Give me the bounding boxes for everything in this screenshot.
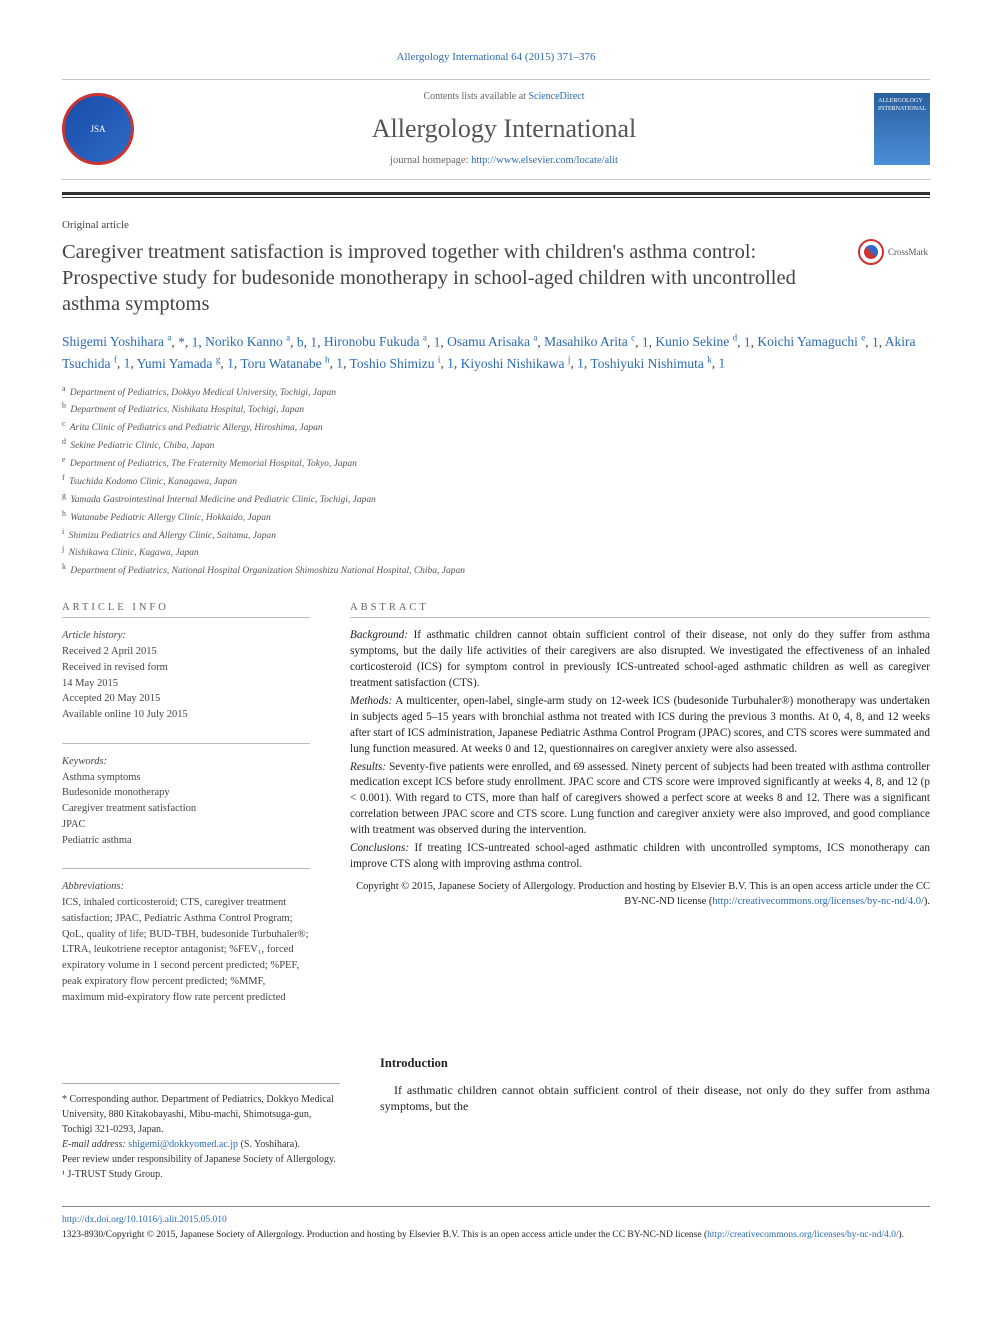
- author-link[interactable]: Koichi Yamaguchi e: [757, 334, 865, 349]
- contents-available: Contents lists available at ScienceDirec…: [152, 90, 856, 104]
- crossmark-icon: [858, 239, 884, 265]
- author-link[interactable]: Hironobu Fukuda a: [324, 334, 427, 349]
- article-info-column: ARTICLE INFO Article history: Received 2…: [62, 601, 310, 1025]
- abstract-results: Results: Seventy-five patients were enro…: [350, 760, 930, 840]
- license-link[interactable]: http://creativecommons.org/licenses/by-n…: [712, 896, 924, 907]
- footer-license-link[interactable]: http://creativecommons.org/licenses/by-n…: [707, 1230, 898, 1240]
- footnotes: * Corresponding author. Department of Pe…: [62, 1083, 340, 1182]
- peer-review-note: Peer review under responsibility of Japa…: [62, 1152, 340, 1167]
- author-link[interactable]: *: [178, 334, 185, 349]
- author-link[interactable]: 1: [744, 334, 751, 349]
- keywords: Keywords: Asthma symptomsBudesonide mono…: [62, 754, 310, 849]
- page: Allergology International 64 (2015) 371–…: [0, 0, 992, 1282]
- journal-header: JSA Contents lists available at ScienceD…: [62, 79, 930, 180]
- article-info-head: ARTICLE INFO: [62, 601, 310, 615]
- sciencedirect-link[interactable]: ScienceDirect: [528, 91, 584, 102]
- article-type: Original article: [62, 218, 930, 233]
- study-group-note: ¹ J-TRUST Study Group.: [62, 1167, 340, 1182]
- abstract-background: Background: If asthmatic children cannot…: [350, 628, 930, 692]
- author-link[interactable]: Toru Watanabe h: [240, 356, 329, 371]
- affiliation: k Department of Pediatrics, National Hos…: [62, 561, 930, 579]
- affiliation: b Department of Pediatrics, Nishikata Ho…: [62, 400, 930, 418]
- affiliation: c Arita Clinic of Pediatrics and Pediatr…: [62, 418, 930, 436]
- header-rule-thin: [62, 197, 930, 199]
- author-link[interactable]: 1: [447, 356, 454, 371]
- abbreviations: Abbreviations: ICS, inhaled corticostero…: [62, 879, 310, 1005]
- affiliation: a Department of Pediatrics, Dokkyo Medic…: [62, 383, 930, 401]
- citation-line: Allergology International 64 (2015) 371–…: [62, 50, 930, 65]
- affiliations: a Department of Pediatrics, Dokkyo Medic…: [62, 383, 930, 580]
- affiliation: i Shimizu Pediatrics and Allergy Clinic,…: [62, 526, 930, 544]
- author-link[interactable]: b: [297, 334, 304, 349]
- email-link[interactable]: shigemi@dokkyomed.ac.jp: [128, 1139, 238, 1150]
- author-link[interactable]: 1: [336, 356, 343, 371]
- introduction-head: Introduction: [380, 1055, 930, 1072]
- author-link[interactable]: 1: [227, 356, 234, 371]
- author-link[interactable]: 1: [124, 356, 131, 371]
- author-list: Shigemi Yoshihara a, *, 1, Noriko Kanno …: [62, 332, 930, 375]
- affiliation: g Yamada Gastrointestinal Internal Medic…: [62, 490, 930, 508]
- abstract-column: ABSTRACT Background: If asthmatic childr…: [350, 601, 930, 1025]
- author-link[interactable]: Kiyoshi Nishikawa j: [461, 356, 571, 371]
- author-link[interactable]: 1: [434, 334, 441, 349]
- author-link[interactable]: Toshio Shimizu i: [350, 356, 441, 371]
- author-link[interactable]: Kunio Sekine d: [655, 334, 737, 349]
- journal-homepage: journal homepage: http://www.elsevier.co…: [152, 154, 856, 168]
- affiliation: f Tsuchida Kodomo Clinic, Kanagawa, Japa…: [62, 472, 930, 490]
- affiliation: h Watanabe Pediatric Allergy Clinic, Hok…: [62, 508, 930, 526]
- author-link[interactable]: Noriko Kanno a: [205, 334, 290, 349]
- abstract-conclusions: Conclusions: If treating ICS-untreated s…: [350, 841, 930, 873]
- article-title: Caregiver treatment satisfaction is impr…: [62, 239, 858, 318]
- abstract-head: ABSTRACT: [350, 601, 930, 615]
- author-link[interactable]: Toshiyuki Nishimuta k: [590, 356, 711, 371]
- abstract-copyright: Copyright © 2015, Japanese Society of Al…: [350, 879, 930, 909]
- author-link[interactable]: 1: [310, 334, 317, 349]
- affiliation: d Sekine Pediatric Clinic, Chiba, Japan: [62, 436, 930, 454]
- author-link[interactable]: Shigemi Yoshihara a: [62, 334, 171, 349]
- author-link[interactable]: Yumi Yamada g: [137, 356, 221, 371]
- header-rule-thick: [62, 192, 930, 196]
- author-link[interactable]: 1: [577, 356, 584, 371]
- introduction-column: Introduction If asthmatic children canno…: [380, 1055, 930, 1182]
- affiliation: e Department of Pediatrics, The Fraterni…: [62, 454, 930, 472]
- author-link[interactable]: Osamu Arisaka a: [447, 334, 537, 349]
- author-link[interactable]: Masahiko Arita c: [544, 334, 635, 349]
- author-link[interactable]: 1: [192, 334, 199, 349]
- journal-cover-thumbnail: ALLERGOLOGY INTERNATIONAL: [874, 93, 930, 165]
- abstract-methods: Methods: A multicenter, open-label, sing…: [350, 694, 930, 758]
- email-line: E-mail address: shigemi@dokkyomed.ac.jp …: [62, 1137, 340, 1152]
- society-logo: JSA: [62, 93, 134, 165]
- journal-name: Allergology International: [152, 111, 856, 146]
- article-history: Article history: Received 2 April 2015Re…: [62, 628, 310, 723]
- homepage-link[interactable]: http://www.elsevier.com/locate/alit: [471, 155, 618, 166]
- footer-bar: http://dx.doi.org/10.1016/j.alit.2015.05…: [62, 1206, 930, 1242]
- author-link[interactable]: 1: [718, 356, 725, 371]
- doi-link[interactable]: http://dx.doi.org/10.1016/j.alit.2015.05…: [62, 1215, 227, 1225]
- author-link[interactable]: 1: [642, 334, 649, 349]
- crossmark-badge[interactable]: CrossMark: [858, 239, 930, 265]
- affiliation: j Nishikawa Clinic, Kagawa, Japan: [62, 543, 930, 561]
- introduction-text: If asthmatic children cannot obtain suff…: [380, 1082, 930, 1114]
- corresponding-author: * Corresponding author. Department of Pe…: [62, 1092, 340, 1137]
- author-link[interactable]: 1: [872, 334, 879, 349]
